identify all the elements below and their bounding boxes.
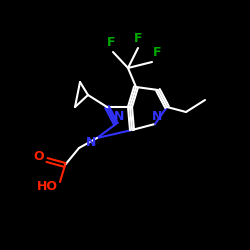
Text: N: N xyxy=(86,136,96,149)
Text: HO: HO xyxy=(36,180,58,192)
Text: N: N xyxy=(114,110,124,124)
Text: F: F xyxy=(153,46,161,60)
Text: O: O xyxy=(34,150,44,164)
Text: F: F xyxy=(134,32,142,44)
Text: F: F xyxy=(107,36,115,50)
Text: N: N xyxy=(152,110,162,124)
